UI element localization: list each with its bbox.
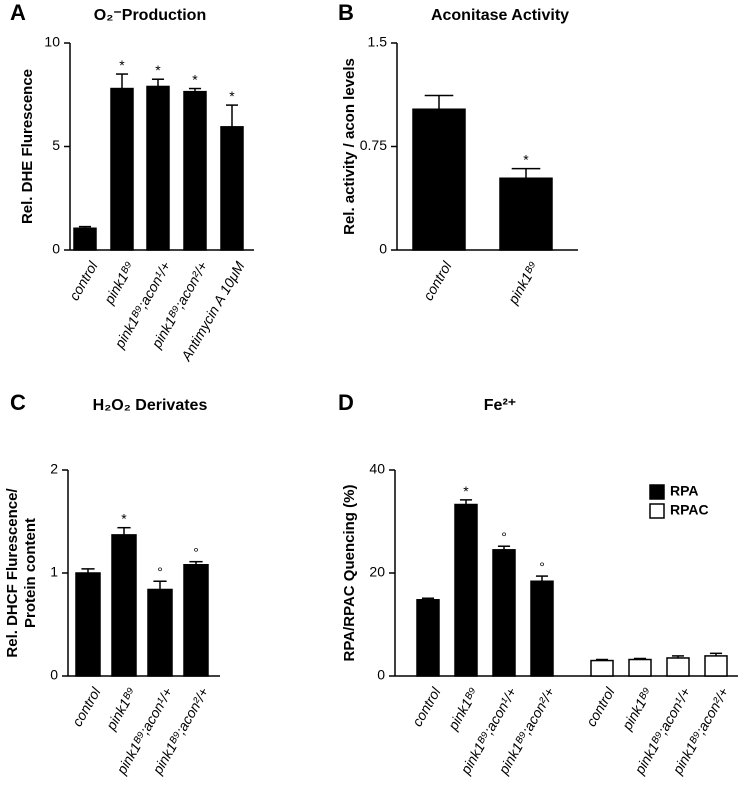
x-tick-label: control [69, 684, 104, 729]
significance-marker: * [119, 57, 125, 73]
bar [416, 599, 440, 677]
y-tick-label: 10 [44, 34, 60, 50]
x-tick-label: pink1ᴮ⁹ [100, 259, 137, 308]
y-tick-label: 0 [379, 241, 387, 257]
chart-title: Aconitase Activity [431, 7, 569, 24]
x-tick-label: control [409, 684, 444, 729]
x-tick-label: pink1ᴮ⁹ [444, 685, 481, 734]
x-tick-label: pink1ᴮ⁹ [504, 259, 541, 308]
y-tick-label: 0 [377, 667, 385, 683]
legend-label: RPA [670, 483, 699, 499]
y-axis-label: Rel. DHCF Flurescence/ [4, 488, 21, 658]
bar [183, 564, 209, 677]
y-tick-label: 1.5 [368, 34, 388, 50]
significance-marker: ° [193, 545, 199, 561]
y-tick-label: 0 [50, 667, 58, 683]
x-tick-label: control [583, 684, 618, 729]
legend-swatch [649, 484, 665, 500]
bar [666, 657, 690, 677]
significance-marker: * [463, 483, 469, 499]
significance-marker: ° [501, 529, 507, 545]
bar [412, 108, 466, 251]
bar [183, 90, 207, 251]
significance-marker: * [229, 88, 235, 104]
y-tick-label: 1 [50, 564, 58, 580]
y-tick-label: 2 [50, 461, 58, 477]
y-axis-label: RPA/RPAC Quencing (%) [341, 485, 358, 662]
panel-label: C [10, 390, 26, 415]
significance-marker: * [155, 62, 161, 78]
panel-label: A [10, 0, 26, 25]
x-tick-label: pink1ᴮ⁹ [102, 685, 139, 734]
y-tick-label: 20 [369, 564, 385, 580]
y-tick-label: 40 [369, 461, 385, 477]
legend-swatch [649, 503, 665, 519]
y-axis-label: Protein content [22, 518, 39, 628]
bar [220, 126, 244, 251]
legend-label: RPAC [670, 502, 709, 518]
bar [628, 658, 652, 677]
y-tick-label: 0 [52, 241, 60, 257]
bar [110, 87, 134, 251]
bar [590, 659, 614, 677]
x-tick-label: control [66, 258, 101, 303]
y-tick-label: 5 [52, 137, 60, 153]
bar [454, 503, 478, 677]
chart-title: O₂⁻Production [94, 7, 206, 24]
significance-marker: ° [157, 564, 163, 580]
x-tick-label: control [420, 258, 455, 303]
panel-label: D [338, 390, 354, 415]
bar [492, 549, 516, 677]
bar [499, 177, 553, 251]
bar [147, 588, 173, 677]
bar [73, 227, 97, 251]
chart-title: Fe²⁺ [484, 397, 516, 414]
panel-label: B [338, 0, 354, 25]
significance-marker: * [192, 72, 198, 88]
bar [704, 655, 728, 677]
significance-marker: * [121, 511, 127, 527]
y-axis-label: Rel. DHE Flurescence [19, 69, 36, 224]
significance-marker: * [523, 152, 529, 168]
y-axis-label: Rel. activity / acon levels [341, 58, 358, 235]
significance-marker: ° [539, 559, 545, 575]
bar [75, 572, 101, 677]
bar [111, 534, 137, 677]
bar [530, 580, 554, 677]
bar [146, 85, 170, 251]
y-tick-label: 0.75 [360, 137, 387, 153]
chart-title: H₂O₂ Derivates [93, 397, 208, 414]
x-tick-label: pink1ᴮ⁹ [618, 685, 655, 734]
